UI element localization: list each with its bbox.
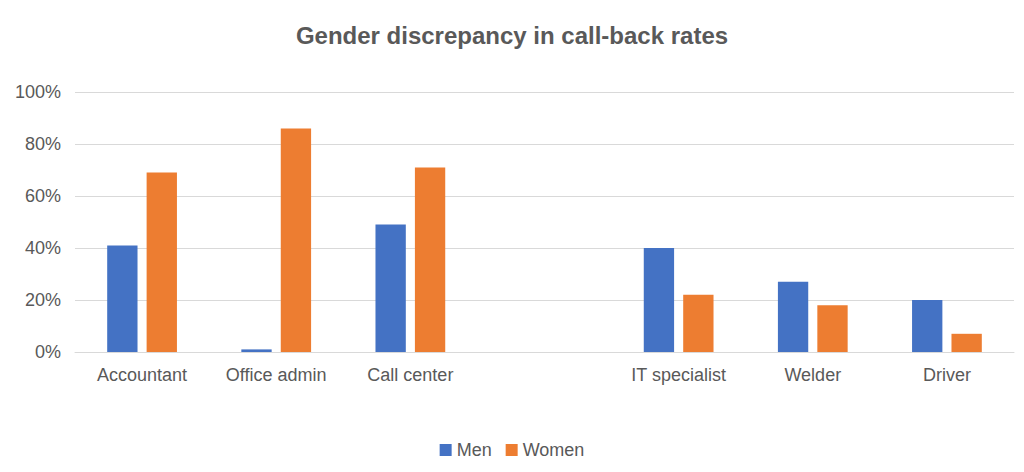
svg-text:20%: 20%: [25, 290, 61, 310]
svg-text:80%: 80%: [25, 134, 61, 154]
svg-text:0%: 0%: [35, 342, 61, 362]
svg-text:Driver: Driver: [923, 365, 971, 385]
svg-text:Men: Men: [457, 440, 492, 460]
svg-text:Office admin: Office admin: [226, 365, 327, 385]
svg-text:Gender discrepancy in call-bac: Gender discrepancy in call-back rates: [296, 22, 728, 49]
svg-text:Women: Women: [523, 440, 585, 460]
svg-text:40%: 40%: [25, 238, 61, 258]
svg-text:IT specialist: IT specialist: [631, 365, 726, 385]
svg-text:60%: 60%: [25, 186, 61, 206]
svg-text:100%: 100%: [15, 82, 61, 102]
svg-text:Accountant: Accountant: [97, 365, 187, 385]
svg-text:Welder: Welder: [784, 365, 841, 385]
svg-text:Call center: Call center: [367, 365, 453, 385]
